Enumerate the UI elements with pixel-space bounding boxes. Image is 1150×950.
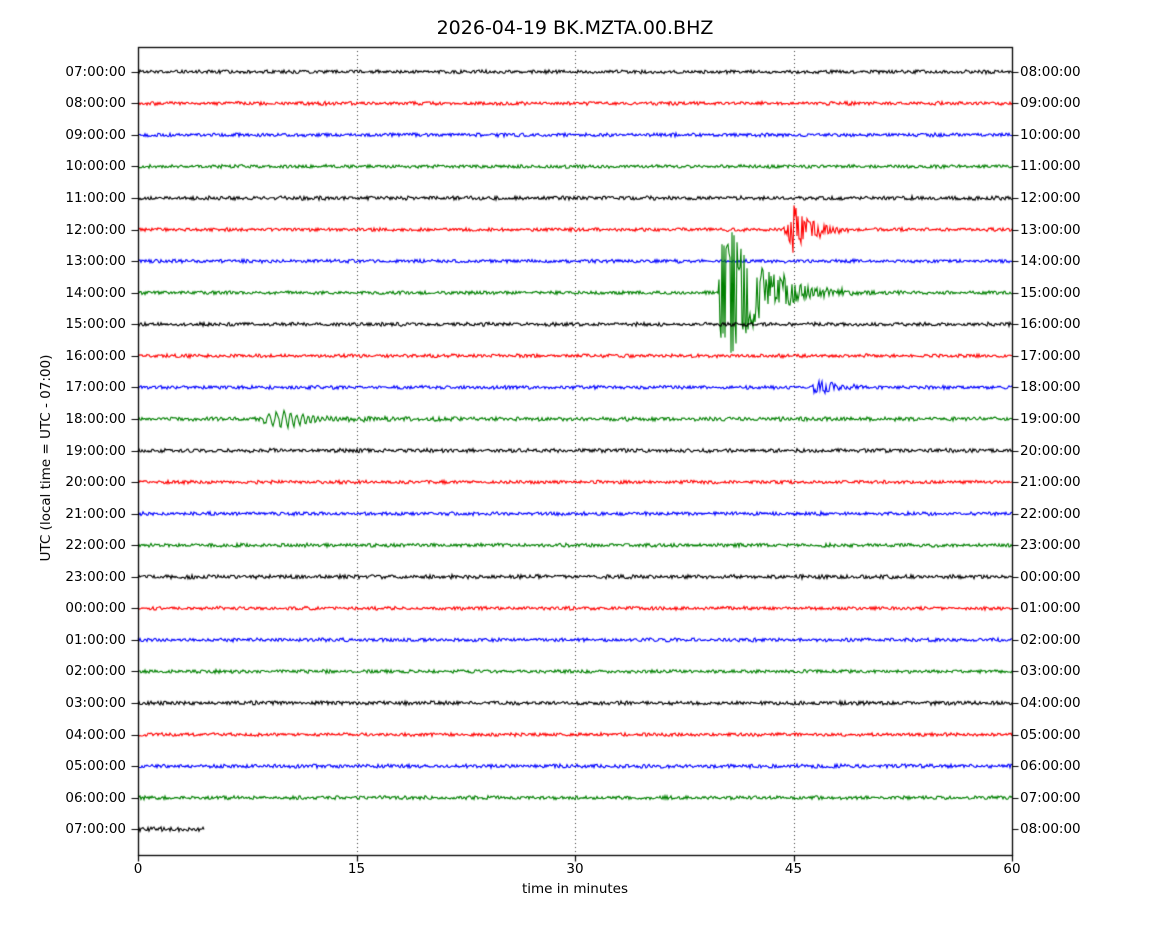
x-axis-label: time in minutes — [521, 881, 629, 897]
local-time-label: 01:00:00 — [1020, 600, 1081, 617]
x-tick-label: 30 — [566, 861, 584, 877]
local-time-label: 06:00:00 — [1020, 758, 1081, 775]
utc-time-label: 05:00:00 — [65, 758, 126, 775]
local-time-label: 13:00:00 — [1020, 221, 1081, 238]
utc-time-label: 03:00:00 — [65, 695, 126, 711]
utc-time-label: 18:00:00 — [65, 410, 126, 427]
x-tick-label: 15 — [347, 861, 366, 877]
utc-time-label: 19:00:00 — [65, 442, 126, 459]
local-time-label: 07:00:00 — [1020, 789, 1081, 806]
local-time-label: 14:00:00 — [1020, 253, 1081, 270]
local-time-label: 11:00:00 — [1020, 158, 1081, 175]
local-time-label: 20:00:00 — [1020, 442, 1081, 459]
local-time-label: 03:00:00 — [1020, 663, 1081, 680]
utc-time-label: 15:00:00 — [65, 316, 126, 333]
local-time-label: 04:00:00 — [1020, 695, 1081, 711]
local-time-label: 05:00:00 — [1020, 726, 1081, 743]
utc-time-label: 06:00:00 — [65, 789, 126, 806]
x-tick-label: 60 — [1003, 861, 1021, 877]
utc-time-label: 16:00:00 — [65, 347, 126, 364]
local-time-label: 09:00:00 — [1020, 95, 1081, 112]
utc-time-label: 11:00:00 — [65, 190, 126, 207]
utc-time-label: 02:00:00 — [65, 663, 126, 680]
local-time-label: 18:00:00 — [1020, 379, 1081, 396]
local-time-label: 17:00:00 — [1020, 347, 1081, 364]
utc-time-label: 12:00:00 — [65, 221, 126, 238]
utc-time-label: 21:00:00 — [65, 505, 126, 522]
local-time-label: 10:00:00 — [1020, 126, 1081, 143]
x-tick-label: 0 — [133, 861, 143, 877]
local-time-label: 22:00:00 — [1020, 505, 1081, 522]
local-time-label: 08:00:00 — [1020, 63, 1081, 80]
utc-time-label: 13:00:00 — [65, 253, 126, 270]
local-time-label: 00:00:00 — [1020, 568, 1081, 585]
chart-title: 2026-04-19 BK.MZTA.00.BHZ — [436, 17, 714, 39]
utc-time-label: 23:00:00 — [65, 568, 126, 585]
x-tick-label: 45 — [784, 861, 803, 877]
local-time-label: 15:00:00 — [1020, 284, 1081, 301]
local-time-label: 21:00:00 — [1020, 474, 1081, 491]
utc-time-label: 09:00:00 — [65, 126, 126, 143]
utc-time-label: 04:00:00 — [65, 726, 126, 743]
utc-time-label: 22:00:00 — [65, 537, 126, 554]
local-time-label: 23:00:00 — [1020, 537, 1081, 554]
utc-time-label: 08:00:00 — [65, 95, 126, 112]
utc-time-label: 00:00:00 — [65, 600, 126, 617]
utc-time-label: 14:00:00 — [65, 284, 126, 301]
utc-time-label: 17:00:00 — [65, 379, 126, 396]
local-time-label: 12:00:00 — [1020, 190, 1081, 207]
local-time-label: 16:00:00 — [1020, 316, 1081, 333]
local-time-label: 02:00:00 — [1020, 631, 1081, 648]
local-time-label: 19:00:00 — [1020, 410, 1081, 427]
utc-time-label: 20:00:00 — [65, 474, 126, 491]
utc-time-label: 01:00:00 — [65, 631, 126, 648]
local-time-label: 08:00:00 — [1020, 821, 1081, 838]
utc-time-label: 10:00:00 — [65, 158, 126, 175]
utc-time-label: 07:00:00 — [65, 821, 126, 838]
utc-time-label: 07:00:00 — [65, 63, 126, 80]
